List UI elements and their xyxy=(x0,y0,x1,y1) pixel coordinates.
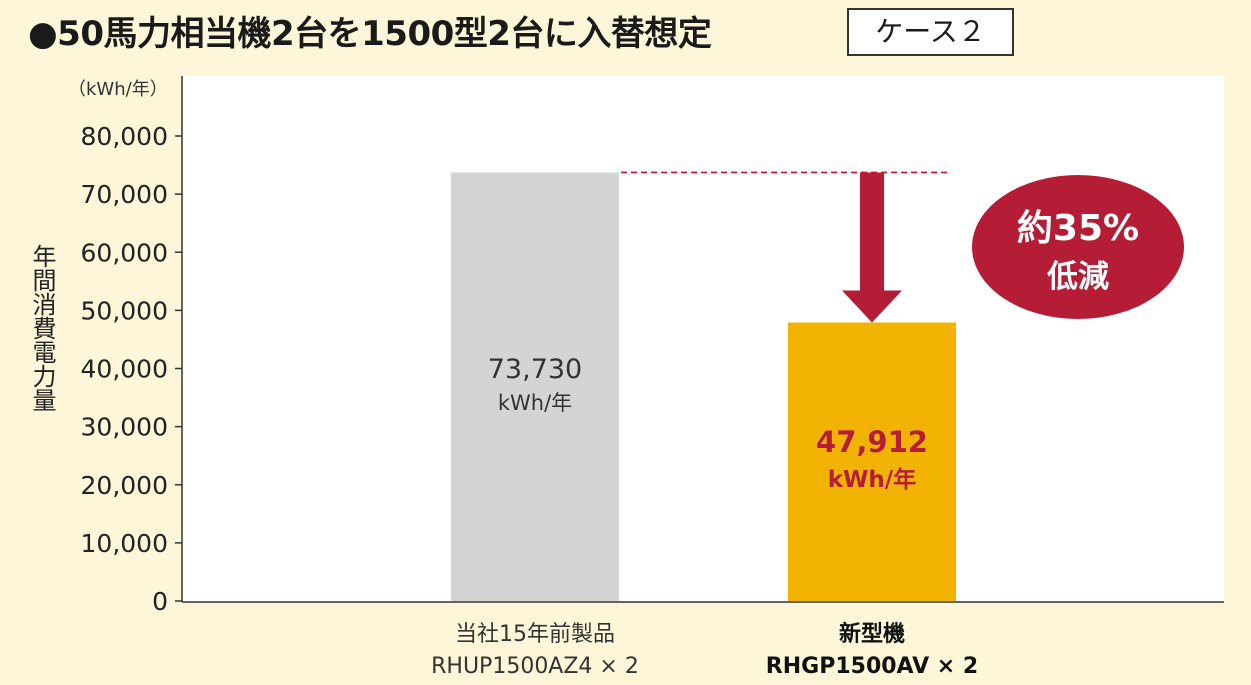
x-category-model-label: RHGP1500AV × 2 xyxy=(766,654,978,679)
case-label-box: ケース２ xyxy=(847,8,1014,56)
y-tick-label: 50,000 xyxy=(81,296,168,325)
x-category-model-label: RHUP1500AZ4 × 2 xyxy=(431,654,639,679)
plot-area xyxy=(182,76,1224,602)
data-label-unit: kWh/年 xyxy=(498,391,572,415)
y-tick-label: 70,000 xyxy=(81,180,168,209)
y-tick-label: 20,000 xyxy=(81,471,168,500)
bar-new-model xyxy=(788,322,956,601)
y-tick-label: 0 xyxy=(152,587,168,616)
reduction-arrow-icon xyxy=(842,172,902,323)
chart-title: ●50馬力相当機2台を1500型2台に入替想定 xyxy=(28,14,712,54)
x-category-label: 新型機 xyxy=(839,621,905,647)
y-tick-label: 30,000 xyxy=(81,413,168,442)
y-tick-label: 40,000 xyxy=(81,355,168,384)
y-unit-label: （kWh/年） xyxy=(68,79,168,100)
reduction-badge xyxy=(972,175,1184,319)
data-label-value: 47,912 xyxy=(816,425,928,459)
y-tick-label: 10,000 xyxy=(81,529,168,558)
reduction-text-label: 低減 xyxy=(1046,259,1109,295)
x-category-label: 当社15年前製品 xyxy=(455,622,615,647)
data-label-unit: kWh/年 xyxy=(828,466,916,493)
data-label-value: 73,730 xyxy=(488,354,582,385)
y-tick-label: 80,000 xyxy=(81,122,168,151)
reduction-percent-label: 約35% xyxy=(1017,208,1139,249)
bar-old-model xyxy=(451,172,619,601)
y-axis-label: 年間消費電力量 xyxy=(28,244,56,412)
case-label: ケース２ xyxy=(875,15,986,48)
y-tick-label: 60,000 xyxy=(81,238,168,267)
